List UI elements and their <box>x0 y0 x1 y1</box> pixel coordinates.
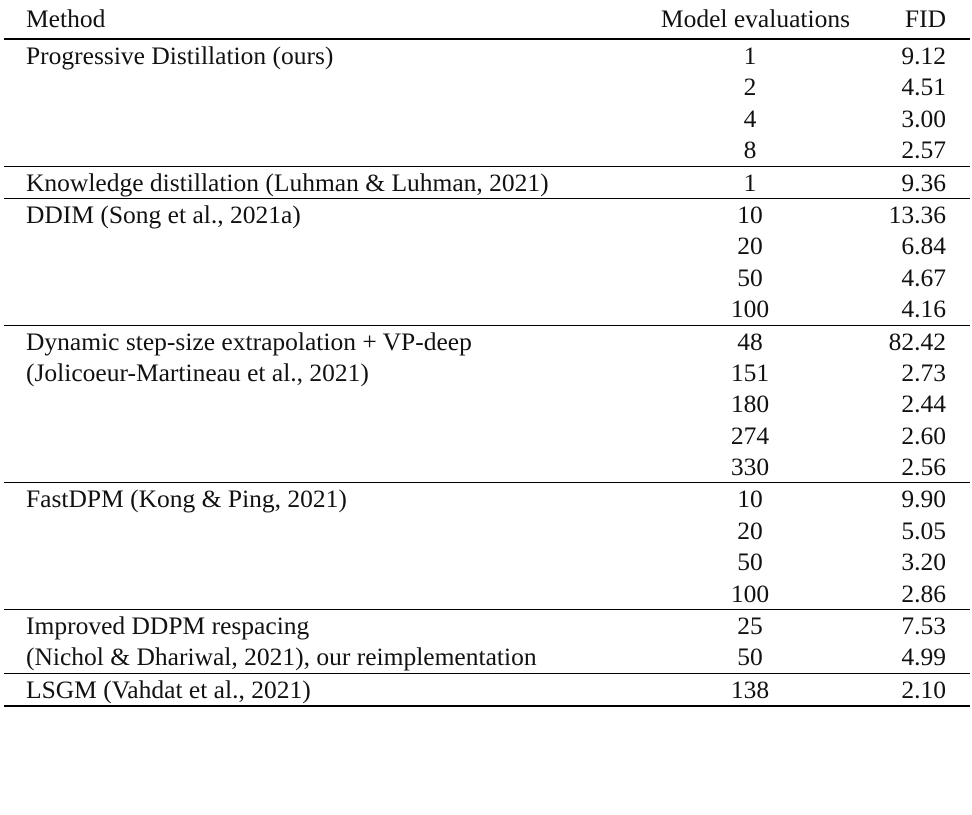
model-evaluations-cell: 330 <box>730 452 770 482</box>
method-cell: Progressive Distillation (ours) <box>26 41 334 70</box>
method-group: Dynamic step-size extrapolation + VP-dee… <box>4 326 970 484</box>
table-row: Dynamic step-size extrapolation + VP-dee… <box>4 326 970 357</box>
table-header: Method Model evaluations FID <box>4 0 970 40</box>
model-evaluations-cell: 10 <box>737 484 763 514</box>
model-evaluations-cell: 1 <box>743 41 757 70</box>
table-row: 8 2.57 <box>4 134 970 165</box>
fid-cell: 13.36 <box>888 199 946 229</box>
model-evaluations-cell: 50 <box>737 642 763 672</box>
fid-cell: 3.00 <box>901 103 946 133</box>
model-evaluations-cell: 20 <box>737 231 763 261</box>
table-row: FastDPM (Kong & Ping, 2021) 10 9.90 <box>4 483 970 514</box>
model-evaluations-cell: 274 <box>730 420 770 450</box>
method-cell: FastDPM (Kong & Ping, 2021) <box>26 484 347 514</box>
fid-cell: 2.60 <box>901 420 946 450</box>
method-cell: DDIM (Song et al., 2021a) <box>26 199 301 229</box>
fid-cell: 5.05 <box>901 515 946 545</box>
fid-cell: 7.53 <box>901 611 946 641</box>
table-row: 20 5.05 <box>4 515 970 546</box>
method-cell: Dynamic step-size extrapolation + VP-dee… <box>26 326 472 356</box>
method-group: FastDPM (Kong & Ping, 2021) 10 9.90 20 5.05 5… <box>4 483 970 611</box>
table-row: Progressive Distillation (ours) 1 9.12 <box>4 40 970 71</box>
table-row: 330 2.56 <box>4 451 970 482</box>
table-row: 100 4.16 <box>4 293 970 324</box>
table-row: DDIM (Song et al., 2021a) 10 13.36 <box>4 199 970 230</box>
model-evaluations-cell: 2 <box>743 72 757 102</box>
method-cell: (Nichol & Dhariwal, 2021), our reimpleme… <box>26 642 537 672</box>
fid-cell: 2.73 <box>901 357 946 387</box>
model-evaluations-cell: 180 <box>730 389 770 419</box>
table-row: 4 3.00 <box>4 103 970 134</box>
method-group: Improved DDPM respacing 25 7.53 (Nichol & D… <box>4 610 970 674</box>
table-row: 50 4.67 <box>4 262 970 293</box>
table-row: (Jolicoeur-Martineau et al., 2021) 151 2.7… <box>4 357 970 388</box>
model-evaluations-cell: 138 <box>730 674 770 704</box>
fid-cell: 9.12 <box>901 41 946 70</box>
table-row: (Nichol & Dhariwal, 2021), our reimpleme… <box>4 641 970 672</box>
model-evaluations-cell: 48 <box>737 326 763 356</box>
model-evaluations-cell: 10 <box>737 199 763 229</box>
fid-cell: 2.86 <box>901 578 946 608</box>
model-evaluations-cell: 151 <box>730 357 770 387</box>
table-row: 180 2.44 <box>4 388 970 419</box>
table-row: 20 6.84 <box>4 230 970 261</box>
table-row: LSGM (Vahdat et al., 2021) 138 2.10 <box>4 674 970 705</box>
table-row: 100 2.86 <box>4 578 970 609</box>
fid-cell: 3.20 <box>901 547 946 577</box>
results-table: Method Model evaluations FID Progressive… <box>4 0 970 708</box>
method-group: Knowledge distillation (Luhman & Luhman,… <box>4 167 970 199</box>
method-cell: LSGM (Vahdat et al., 2021) <box>26 674 311 704</box>
model-evaluations-cell: 4 <box>743 103 757 133</box>
fid-cell: 9.90 <box>901 484 946 514</box>
fid-cell: 4.51 <box>901 72 946 102</box>
method-cell: (Jolicoeur-Martineau et al., 2021) <box>26 357 369 387</box>
fid-cell: 4.99 <box>901 642 946 672</box>
model-evaluations-cell: 25 <box>737 611 763 641</box>
model-evaluations-cell: 8 <box>743 135 757 165</box>
model-evaluations-cell: 50 <box>737 262 763 292</box>
model-evaluations-cell: 1 <box>743 167 757 197</box>
fid-cell: 4.67 <box>901 262 946 292</box>
table-row: Improved DDPM respacing 25 7.53 <box>4 610 970 641</box>
fid-cell: 2.57 <box>901 135 946 165</box>
method-group: DDIM (Song et al., 2021a) 10 13.36 20 6.84 50… <box>4 199 970 326</box>
fid-cell: 82.42 <box>888 326 946 356</box>
table-row: 50 3.20 <box>4 546 970 577</box>
fid-cell: 2.10 <box>901 674 946 704</box>
model-evaluations-cell: 100 <box>730 578 770 608</box>
fid-cell: 4.16 <box>901 294 946 324</box>
method-cell: Improved DDPM respacing <box>26 611 310 641</box>
header-fid: FID <box>904 4 946 33</box>
table-row: 2 4.51 <box>4 71 970 102</box>
fid-cell: 6.84 <box>901 231 946 261</box>
model-evaluations-cell: 20 <box>737 515 763 545</box>
table-row: 274 2.60 <box>4 420 970 451</box>
header-model-evaluations: Model evaluations <box>660 4 850 33</box>
fid-cell: 2.44 <box>901 389 946 419</box>
table-row: Knowledge distillation (Luhman & Luhman,… <box>4 167 970 198</box>
method-group: Progressive Distillation (ours) 1 9.12 2 4.5… <box>4 40 970 167</box>
model-evaluations-cell: 100 <box>730 294 770 324</box>
method-cell: Knowledge distillation (Luhman & Luhman,… <box>26 167 549 197</box>
fid-cell: 9.36 <box>901 167 946 197</box>
fid-cell: 2.56 <box>901 452 946 482</box>
method-group: LSGM (Vahdat et al., 2021) 138 2.10 <box>4 674 970 708</box>
table-body: Progressive Distillation (ours) 1 9.12 2 4.5… <box>4 40 970 708</box>
header-method: Method <box>26 4 106 33</box>
model-evaluations-cell: 50 <box>737 547 763 577</box>
